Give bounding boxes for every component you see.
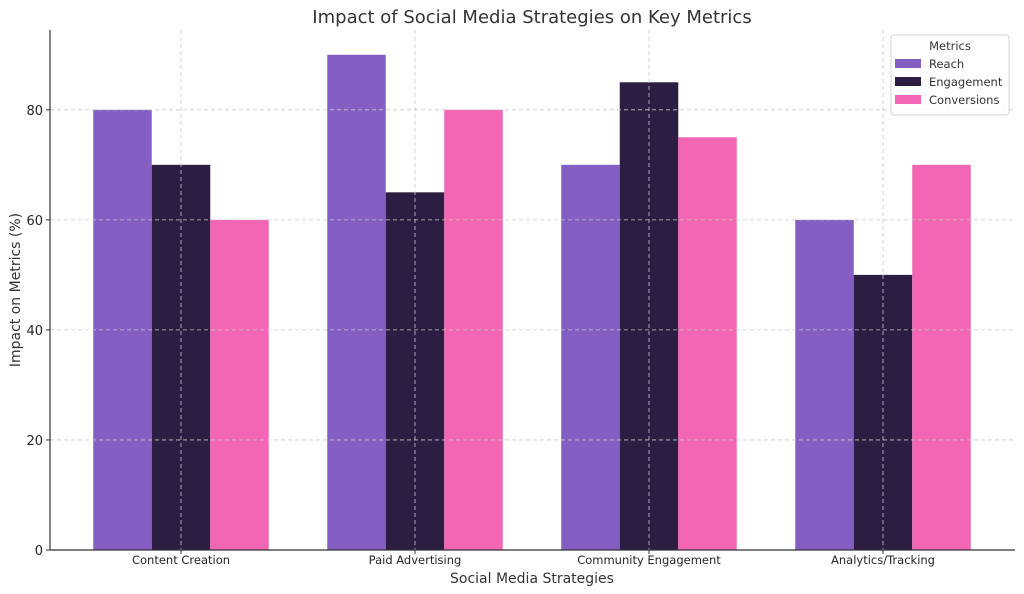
legend-swatch-engagement: [895, 77, 921, 86]
x-ticks: Content Creation Paid Advertising Communit…: [132, 550, 935, 567]
legend: Metrics Reach Engagement Conversions: [890, 34, 1010, 116]
x-tick-label: Content Creation: [132, 553, 230, 567]
y-axis-label: Impact on Metrics (%): [8, 213, 24, 367]
bar-engagement-paid-advertising: [385, 192, 445, 550]
bar-reach-paid-advertising: [327, 54, 386, 551]
legend-swatch-conversions: [895, 95, 921, 104]
legend-label-conversions: Conversions: [929, 93, 999, 107]
x-tick-label: Community Engagement: [577, 553, 721, 567]
y-tick-label: 80: [26, 104, 43, 119]
x-tick-label: Paid Advertising: [369, 553, 462, 567]
legend-items: Reach Engagement Conversions: [895, 57, 1003, 107]
y-tick-label: 0: [35, 544, 43, 559]
bar-conversions-analytics-tracking: [912, 164, 971, 550]
bar-reach-community-engagement: [561, 164, 620, 550]
legend-label-engagement: Engagement: [929, 75, 1003, 89]
y-tick-label: 40: [26, 324, 43, 339]
chart-title: Impact of Social Media Strategies on Key…: [312, 7, 751, 28]
bars-layer: [93, 54, 971, 551]
bar-conversions-content-creation: [210, 219, 269, 551]
legend-label-reach: Reach: [929, 57, 964, 71]
legend-title: Metrics: [929, 39, 971, 53]
x-tick-label: Analytics/Tracking: [831, 553, 935, 567]
axes-layer: [49, 30, 1015, 551]
bar-reach-analytics-tracking: [795, 219, 854, 551]
y-ticks: 0 20 40 60 80: [26, 104, 50, 559]
x-axis-label: Social Media Strategies: [450, 571, 614, 587]
y-tick-label: 60: [26, 214, 43, 229]
legend-swatch-reach: [895, 59, 921, 68]
bar-conversions-community-engagement: [678, 137, 737, 551]
grid-layer: [50, 30, 1015, 550]
y-tick-label: 20: [26, 434, 43, 449]
